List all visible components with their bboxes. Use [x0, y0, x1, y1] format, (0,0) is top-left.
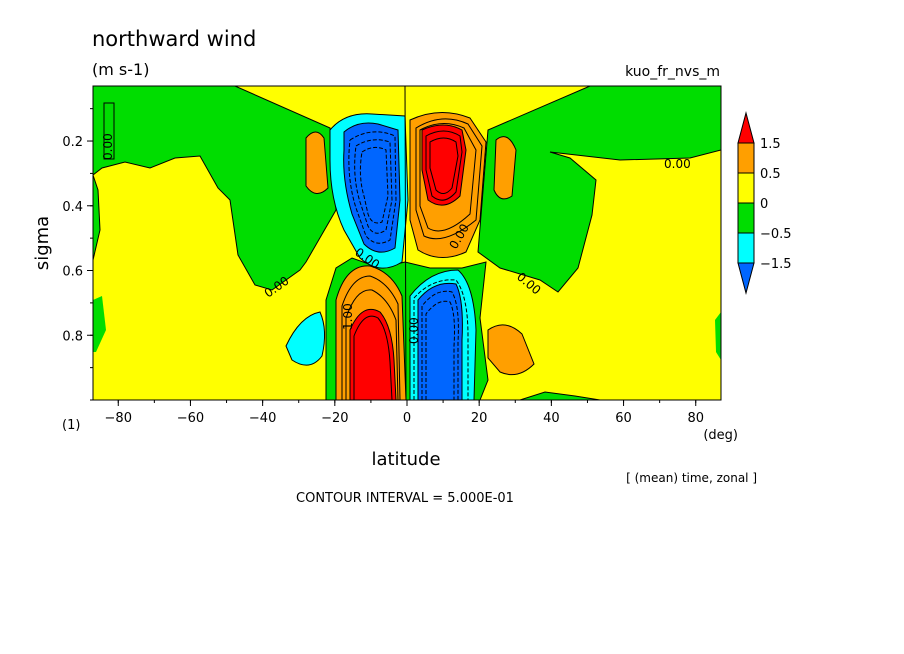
green-region-bottom-west	[93, 296, 106, 352]
heatmap-field	[93, 86, 721, 400]
x-tick-label: 40	[543, 411, 560, 426]
x-tick-label: −60	[177, 411, 204, 426]
contour-label: 0.00	[407, 317, 421, 344]
green-region-bottom-east	[519, 391, 601, 400]
green-region-right-edge	[715, 312, 721, 360]
colorbar-label: 0	[760, 197, 768, 212]
y-tick-label: 0.6	[62, 265, 83, 280]
orange-patch-lower-east	[487, 324, 535, 376]
x-tick-label: 60	[615, 411, 632, 426]
colorbar-segment	[737, 111, 755, 144]
orange-patch-upper-east	[493, 136, 517, 200]
chart-units: (m s-1)	[92, 60, 149, 79]
x-axis-unit: (deg)	[703, 428, 738, 443]
y-tick-label: 0.4	[62, 200, 83, 215]
x-tick-label: −20	[321, 411, 348, 426]
y-axis-unit: (1)	[62, 418, 80, 433]
contour-label: 1.00	[341, 303, 355, 330]
cyan-strip-top-left	[103, 102, 115, 160]
chart-title: northward wind	[92, 27, 256, 51]
x-tick-label: −80	[105, 411, 132, 426]
contour-label: 0.00	[664, 157, 691, 171]
colorbar-segment	[737, 172, 755, 204]
x-tick-label: 80	[687, 411, 704, 426]
blue-cell-lower-south	[417, 282, 463, 400]
x-axis-label: latitude	[371, 449, 440, 470]
contour-lines	[341, 86, 483, 400]
y-axis: 0.2 0.4 0.6 0.8	[62, 108, 93, 401]
y-tick-label: 0.8	[62, 329, 83, 344]
red-cell-lower-north	[349, 308, 397, 400]
red-cell-upper-north	[421, 124, 467, 206]
colorbar-segment	[737, 142, 755, 174]
colorbar: 1.5 0.5 0 −0.5 −1.5	[737, 111, 792, 295]
green-region-southwest	[93, 174, 101, 261]
colorbar-label: −1.5	[760, 257, 792, 272]
x-tick-label: −40	[249, 411, 276, 426]
orange-patch-upper-west	[305, 131, 329, 194]
colorbar-label: 1.5	[760, 137, 781, 152]
averaging-note: [ (mean) time, zonal ]	[626, 471, 757, 485]
dataset-label: kuo_fr_nvs_m	[625, 64, 720, 80]
colorbar-segment	[737, 262, 755, 295]
contour-label: 0.00	[101, 133, 115, 160]
colorbar-label: 0.5	[760, 167, 781, 182]
contour-interval: CONTOUR INTERVAL = 5.000E-01	[296, 491, 514, 506]
colorbar-label: −0.5	[760, 227, 792, 242]
y-axis-label: sigma	[32, 216, 53, 270]
x-tick-label: 20	[471, 411, 488, 426]
cyan-patch-lower-west	[285, 311, 326, 366]
y-tick-label: 0.2	[62, 135, 83, 150]
green-region-east	[477, 86, 721, 293]
x-tick-label: 0	[403, 411, 411, 426]
colorbar-segment	[737, 232, 755, 264]
colorbar-segment	[737, 202, 755, 234]
x-axis: −80 −60 −40 −20 0 20 40 60 80	[105, 400, 704, 426]
